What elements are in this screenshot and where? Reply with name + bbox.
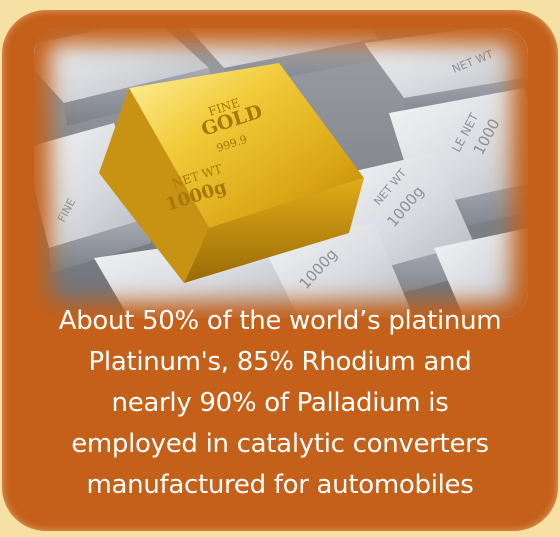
bullion-photo: NET WT LE NET 1000 NET WT 1000g xyxy=(34,28,528,318)
bullion-illustration: NET WT LE NET 1000 NET WT 1000g xyxy=(34,28,528,318)
caption-line-5: manufactured for automobiles xyxy=(86,470,474,500)
caption-text: About 50% of the world’s platinum Platin… xyxy=(16,301,544,506)
gold-bar: FINE GOLD 999.9 NET WT 1000g xyxy=(99,63,364,283)
silver-bar-right-3 xyxy=(434,228,528,318)
caption-line-1: About 50% of the world’s platinum xyxy=(58,306,502,336)
caption-line-3: nearly 90% of Palladium is xyxy=(111,388,449,418)
caption-line-2: Platinum's, 85% Rhodium and xyxy=(88,347,472,377)
caption-line-4: employed in catalytic converters xyxy=(71,429,489,459)
info-card: NET WT LE NET 1000 NET WT 1000g xyxy=(2,10,558,531)
